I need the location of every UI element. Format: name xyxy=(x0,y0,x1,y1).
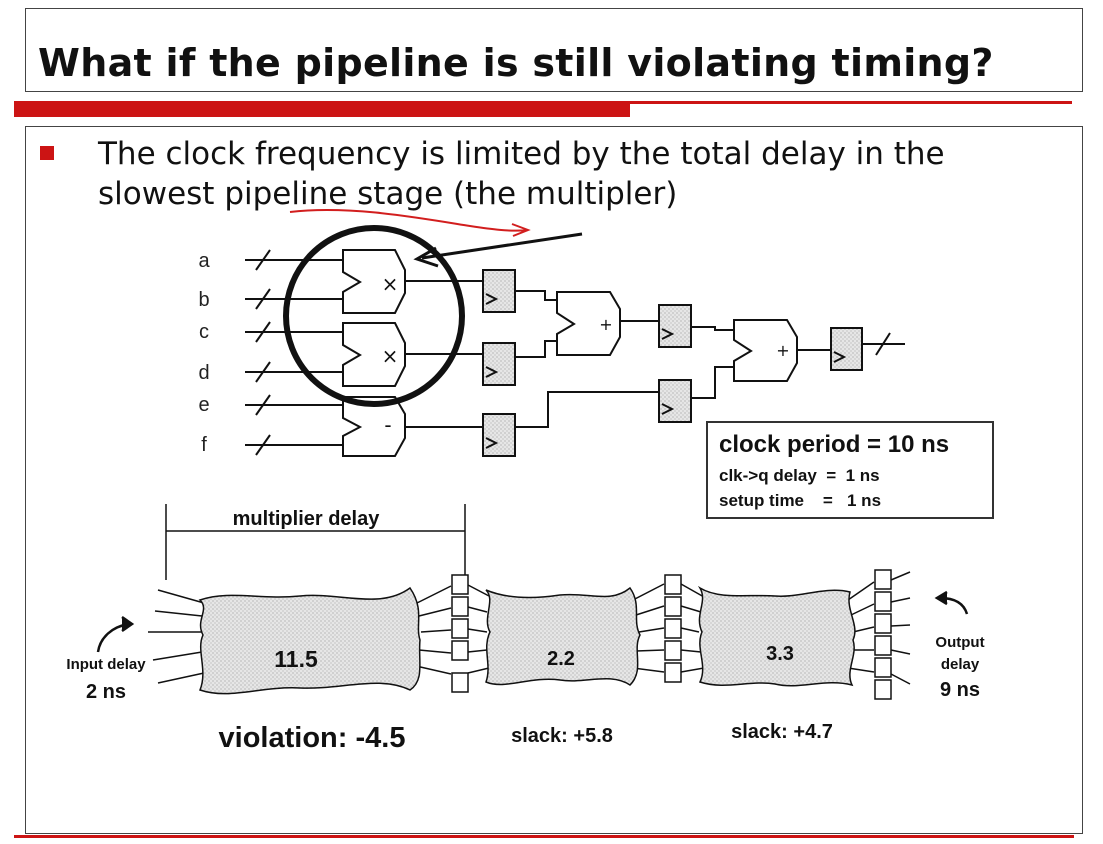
multiplier-block-1 xyxy=(342,249,406,314)
subtractor-block xyxy=(342,396,406,457)
operator-symbols: × × - + + xyxy=(382,272,790,437)
pipeline-registers xyxy=(482,269,863,457)
bus-slashes xyxy=(255,249,891,456)
flip-flop-columns xyxy=(451,569,892,700)
register xyxy=(830,327,863,371)
stage-values: 11.5 2.2 3.3 xyxy=(274,643,794,672)
multiplier-highlight xyxy=(283,225,583,407)
input-label-d: d xyxy=(198,362,209,384)
adder-block-1 xyxy=(556,291,621,356)
content-box xyxy=(25,126,1083,834)
operator-blocks xyxy=(342,249,798,457)
violation-label: violation: -4.5 xyxy=(219,722,406,754)
plus-symbol: + xyxy=(776,341,789,360)
stage-2-delay: 2.2 xyxy=(547,648,575,670)
multiplier-block-2 xyxy=(342,322,406,387)
title-box: What if the pipeline is still violating … xyxy=(25,8,1083,92)
input-delay-label: Input delay xyxy=(66,656,146,673)
input-label-f: f xyxy=(201,434,207,456)
multiplier-delay-dimension: multiplier delay xyxy=(165,504,466,580)
red-annotation xyxy=(289,209,531,237)
logic-cloud-stage-3 xyxy=(697,585,856,687)
register xyxy=(482,342,516,386)
multiply-symbol: × xyxy=(382,344,399,368)
register xyxy=(482,413,516,457)
multiply-symbol: × xyxy=(382,272,399,296)
input-label-e: e xyxy=(198,394,209,416)
input-label-b: b xyxy=(198,289,209,311)
input-label-c: c xyxy=(199,321,209,343)
output-delay-label-1: Output xyxy=(935,634,984,651)
register-column-3 xyxy=(874,569,892,700)
slack-label-1: slack: +5.8 xyxy=(511,725,613,747)
stage-1-delay: 11.5 xyxy=(274,646,318,672)
bullet-marker xyxy=(40,146,54,160)
footer-line xyxy=(14,835,1074,838)
title-underline-bar xyxy=(14,101,630,117)
clock-period: clock period = 10 ns xyxy=(719,431,949,458)
output-delay-value: 9 ns xyxy=(940,679,980,701)
register-column-1 xyxy=(451,574,469,693)
register-column-2 xyxy=(664,574,682,683)
title-underline-line xyxy=(630,101,1072,104)
clk-q-delay: clk->q delay = 1 ns xyxy=(719,466,880,485)
logic-cloud-stage-2 xyxy=(485,586,641,686)
slack-label-2: slack: +4.7 xyxy=(731,721,833,743)
adder-block-2 xyxy=(733,319,798,382)
timing-labels: Input delay 2 ns Output delay 9 ns viola… xyxy=(66,634,984,754)
output-delay-label-2: delay xyxy=(941,656,980,673)
stage-wires xyxy=(148,571,911,685)
logic-cloud-stage-1 xyxy=(198,586,421,695)
timing-params-box: clock period = 10 ns clk->q delay = 1 ns… xyxy=(706,421,994,519)
logic-clouds xyxy=(198,585,856,695)
register xyxy=(658,379,692,423)
register xyxy=(658,304,692,348)
input-labels: a b c d e f xyxy=(198,250,210,456)
input-label-a: a xyxy=(198,250,210,272)
delay-arrows xyxy=(96,590,969,653)
plus-symbol: + xyxy=(599,315,612,334)
setup-time: setup time = 1 ns xyxy=(719,491,881,510)
stage-3-delay: 3.3 xyxy=(766,643,794,665)
bullet-text: The clock frequency is limited by the to… xyxy=(98,136,945,212)
circuit-wires xyxy=(245,259,905,446)
minus-symbol: - xyxy=(384,413,391,437)
slide-title: What if the pipeline is still violating … xyxy=(38,41,994,85)
register xyxy=(482,269,516,313)
multiplier-delay-label: multiplier delay xyxy=(233,508,381,530)
input-delay-value: 2 ns xyxy=(86,681,126,703)
